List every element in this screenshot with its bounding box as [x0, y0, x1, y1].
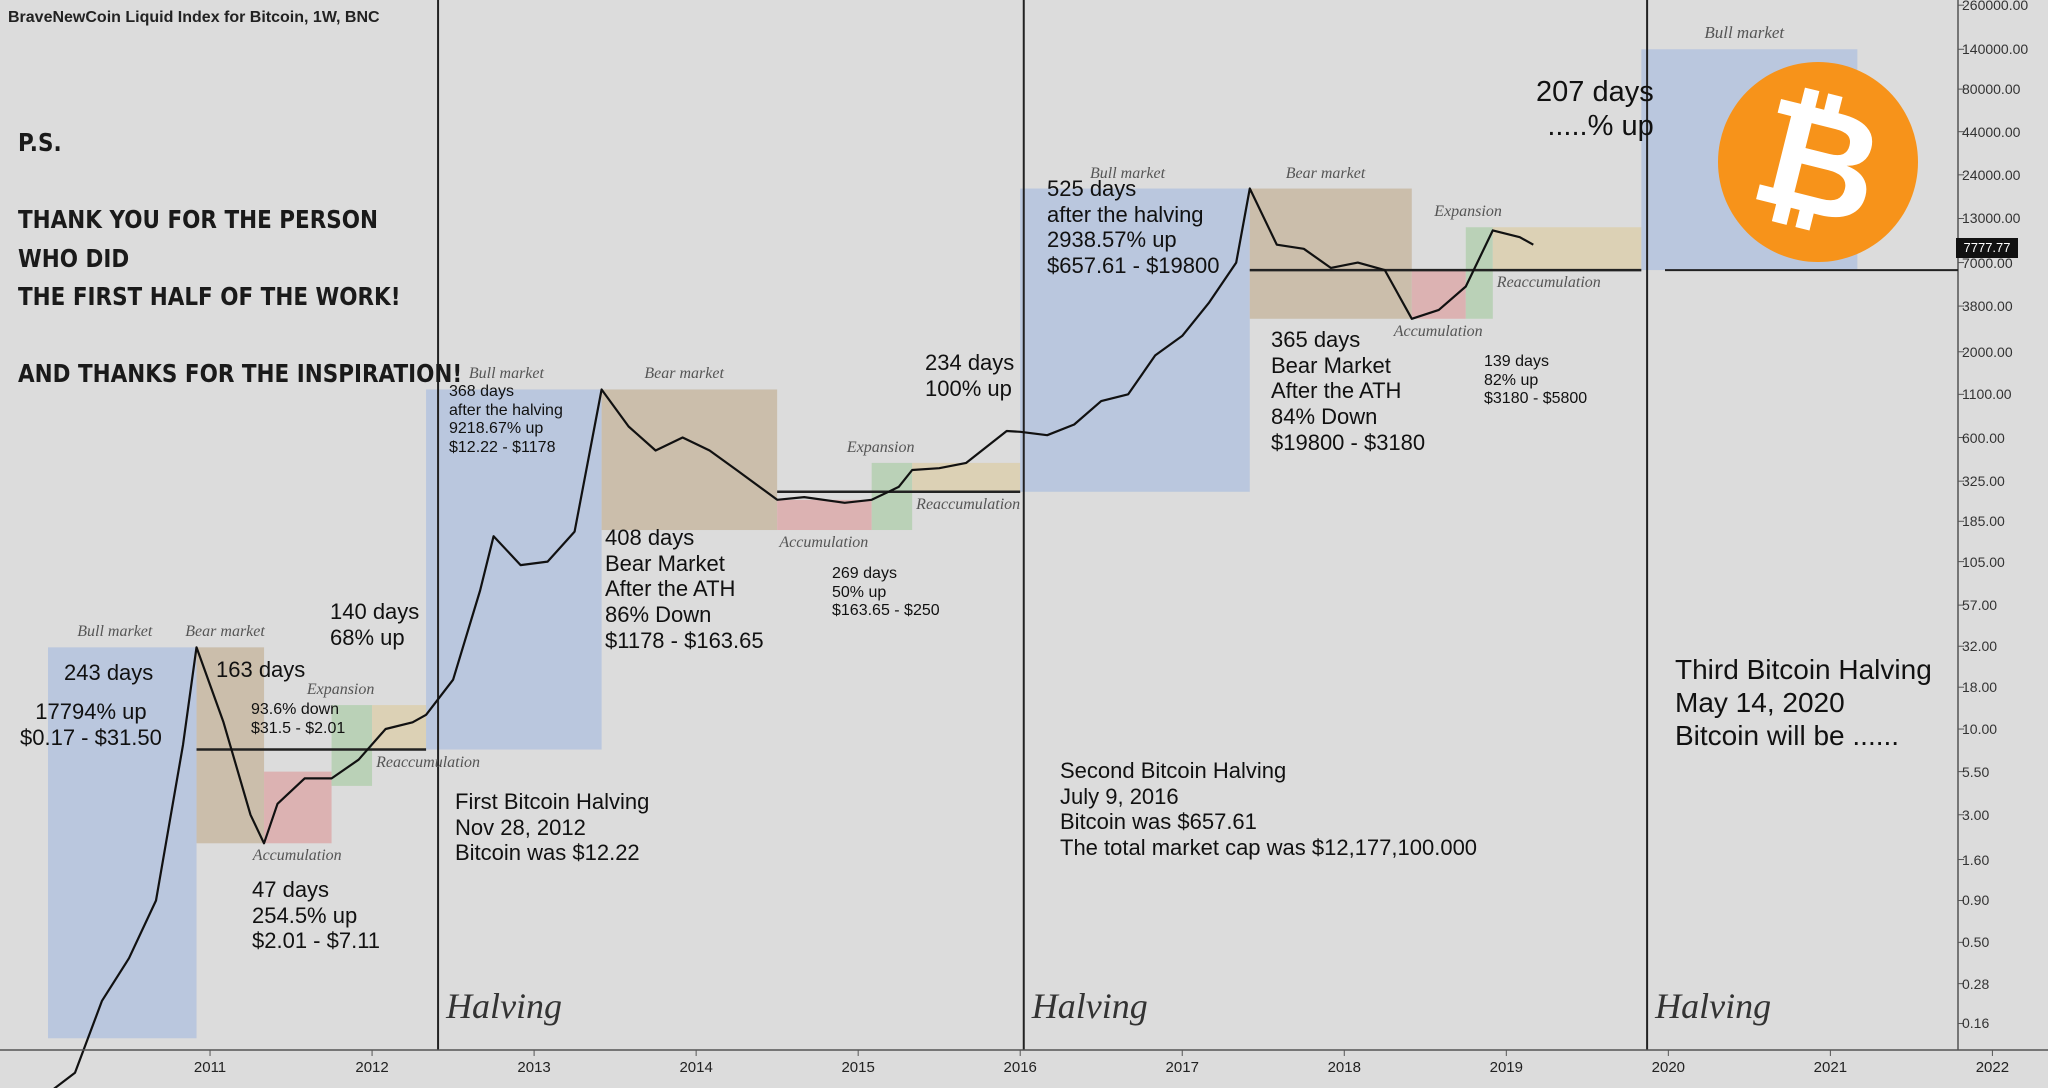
phase-label: Bear market: [1285, 164, 1366, 182]
annotation-accum-2019: 139 days 82% up $3180 - $5800: [1484, 353, 1588, 408]
y-tick-label: 140000.00: [1962, 41, 2029, 58]
y-tick-label: 1100.00: [1962, 386, 2012, 403]
y-tick-label: 325.00: [1962, 473, 2005, 490]
annotation-expansion-2016: 234 days 100% up: [925, 350, 1015, 401]
annotation-expansion-2012: 140 days 68% up: [330, 599, 420, 650]
x-tick-label: 2011: [193, 1059, 227, 1076]
y-tick-label: 0.90: [1962, 892, 1990, 909]
phase-box: [1249, 188, 1412, 319]
annotation-bear-2011-days: 163 days: [216, 657, 306, 682]
x-tick-label: 2018: [1327, 1059, 1361, 1076]
phase-label: Bull market: [1089, 164, 1166, 182]
phase-box: [372, 705, 427, 750]
phase-label: Bear market: [644, 365, 724, 383]
y-tick-label: 3800.00: [1962, 298, 2013, 315]
y-tick-label: 600.00: [1962, 429, 2005, 446]
price-line: [53, 187, 1534, 1088]
y-tick-label: 0.28: [1962, 975, 1990, 992]
phase-label: Accumulation: [1393, 322, 1483, 340]
chart-title: BraveNewCoin Liquid Index for Bitcoin, 1…: [8, 9, 380, 26]
x-tick-label: 2014: [679, 1059, 713, 1076]
phase-label: Bear market: [185, 623, 265, 641]
y-tick-label: 105.00: [1962, 553, 2005, 570]
annotation-current-cycle: 207 days .....% up: [1536, 76, 1654, 142]
current-price-label: 7777.77: [1956, 238, 2018, 258]
y-tick-label: 32.00: [1962, 638, 1998, 655]
y-tick-label: 13000.00: [1962, 210, 2021, 227]
first-halving-note: First Bitcoin Halving Nov 28, 2012 Bitco…: [455, 789, 650, 866]
y-tick-label: 1.60: [1962, 851, 1990, 868]
annotation-bull-2011-days: 243 days: [64, 660, 154, 685]
x-tick-label: 2015: [841, 1059, 875, 1076]
second-halving-note: Second Bitcoin Halving July 9, 2016 Bitc…: [1060, 758, 1478, 861]
phase-label: Accumulation: [779, 534, 869, 552]
annotation-accum-2012: 47 days 254.5% up $2.01 - $7.11: [252, 877, 381, 954]
phase-box: [912, 462, 1021, 492]
y-tick-label: 57.00: [1962, 597, 1998, 614]
x-tick-label: 2016: [1003, 1059, 1037, 1076]
x-tick-label: 2017: [1165, 1059, 1199, 1076]
x-tick-label: 2021: [1813, 1059, 1848, 1076]
x-tick-label: 2013: [517, 1059, 551, 1076]
phase-box: [601, 389, 778, 531]
phase-label: Bull market: [1704, 23, 1785, 43]
annotation-bull-2017: 525 days after the halving 2938.57% up $…: [1047, 176, 1220, 279]
y-tick-label: 260000.00: [1962, 0, 2029, 14]
phase-box: [426, 389, 602, 750]
phase-box: [264, 771, 332, 844]
y-tick-label: 10.00: [1962, 721, 1998, 738]
phase-label: Accumulation: [252, 847, 342, 865]
annotation-accum-2015: 269 days 50% up $163.65 - $250: [832, 565, 940, 620]
y-tick-label: 5.50: [1962, 763, 1990, 780]
y-tick-label: 185.00: [1962, 513, 2005, 530]
third-halving-note: Third Bitcoin Halving May 14, 2020 Bitco…: [1675, 654, 1932, 751]
phase-box: [1492, 227, 1642, 271]
phase-box: [1465, 227, 1493, 319]
y-tick-label: 2000.00: [1962, 343, 2013, 360]
bitcoin-logo-icon: ₿: [1718, 62, 1918, 262]
phase-label: Expansion: [1434, 203, 1502, 221]
y-tick-label: 0.50: [1962, 934, 1990, 951]
x-tick-label: 2022: [1975, 1059, 2010, 1076]
annotation-bear-2011-drop: 93.6% down $31.5 - $2.01: [251, 701, 346, 737]
ps-note: P.S. THANK YOU FOR THE PERSON WHO DID TH…: [18, 128, 463, 388]
y-tick-label: 0.16: [1962, 1015, 1990, 1032]
y-tick-label: 80000.00: [1962, 81, 2021, 98]
x-tick-label: 2020: [1651, 1059, 1686, 1076]
annotation-bull-2013: 368 days after the halving 9218.67% up $…: [449, 383, 563, 457]
annotation-bull-2011-gain: 17794% up $0.17 - $31.50: [20, 699, 162, 750]
phase-label: Bull market: [468, 365, 544, 383]
annotation-bear-2018: 365 days Bear Market After the ATH 84% D…: [1271, 327, 1426, 455]
x-tick-label: 2019: [1489, 1059, 1523, 1076]
annotation-bear-2014: 408 days Bear Market After the ATH 86% D…: [605, 525, 764, 653]
y-tick-label: 7000.00: [1962, 254, 2013, 271]
halving-label: Halving: [446, 986, 563, 1026]
phase-label: Reaccumulation: [916, 495, 1021, 513]
y-tick-label: 24000.00: [1962, 166, 2021, 183]
y-tick-label: 3.00: [1962, 806, 1990, 823]
phase-label: Reaccumulation: [1496, 274, 1601, 292]
phase-box: [48, 647, 197, 1039]
phase-box: [777, 499, 872, 531]
phase-label: Bull market: [77, 623, 153, 641]
x-tick-label: 2012: [355, 1059, 389, 1076]
phase-label: Expansion: [846, 438, 915, 456]
y-tick-label: 18.00: [1962, 679, 1998, 696]
halving-label: Halving: [1655, 986, 1772, 1026]
y-tick-label: 44000.00: [1962, 123, 2021, 140]
halving-label: Halving: [1031, 986, 1148, 1026]
phase-box: [1020, 188, 1250, 492]
phase-label: Reaccumulation: [376, 753, 481, 771]
phase-label: Expansion: [306, 681, 375, 699]
